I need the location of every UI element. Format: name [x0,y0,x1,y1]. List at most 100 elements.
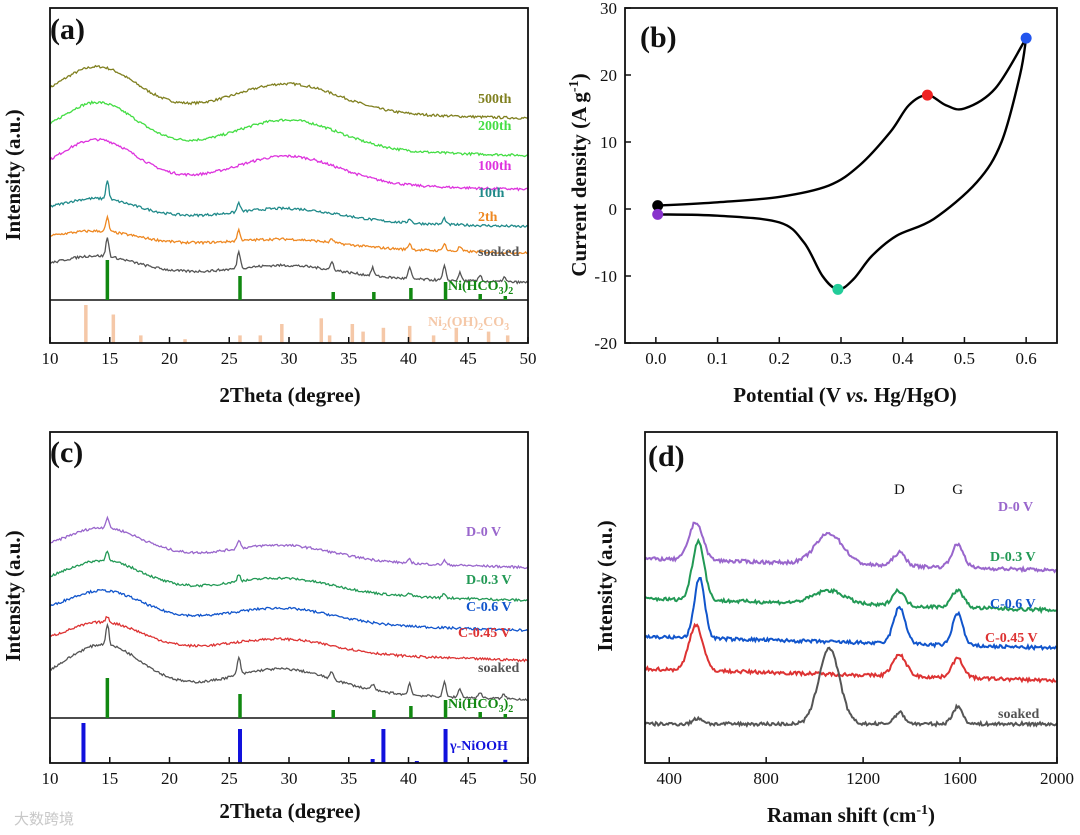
panel-c-series-d-0-3-v [49,550,529,603]
panel-c-nihco3-ref-stick [443,700,448,718]
panel-a-label-2th: 2th [478,210,498,225]
panel-a-nihco3-ref-stick [409,288,413,300]
panel-a-ni2oh-ref-stick [431,335,436,343]
panel-d-series-d-0-3-v [644,537,1058,615]
panel-b-xtick-label: 0.2 [769,349,790,368]
panel-a-nihco3-ref-stick [331,292,335,300]
panel-a-nihco3-ref-stick [105,260,110,300]
panel-a-ref2-label: Ni2(OH)2CO3 [428,315,509,333]
panel-a-series-100th [49,137,529,192]
panel-d-xtick-label: 1600 [943,769,977,788]
panel-a-ni2oh-ref-stick [84,305,88,343]
panel-c-ref1-label: Ni(HCO3)2 [448,697,513,715]
panel-a-series-soaked [49,237,529,285]
panel-a-nihco3-ref-stick [238,276,242,300]
panel-c-label-d-0-v: D-0 V [466,525,501,540]
panel-c-xlabel: 2Theta (degree) [219,799,360,823]
panel-a-xtick-label: 35 [340,349,357,368]
panel-c-series-c-0-6-v [49,588,529,633]
panel-c-nooh-ref-stick [381,729,386,763]
panel-c-ylabel: Intensity (a.u.) [1,530,25,661]
panel-c-series-c-0-45-v [49,615,529,663]
panel-c-nooh-ref-stick [370,759,375,763]
panel-c-xtick-label: 20 [161,769,178,788]
panel-d-series-c-0-45-v [644,622,1058,684]
panel-c-xtick-label: 35 [340,769,357,788]
panel-a-series-2th [49,214,529,255]
panel-a-ni2oh-ref-stick [505,335,510,343]
panel-d-label-c-0-6-v: C-0.6 V [990,597,1036,612]
panel-c-nihco3-ref-stick [409,706,413,718]
panel-a-ni2oh-ref-stick [111,314,116,343]
panel-a-ni2oh-ref-stick [238,335,242,343]
panel-a-ni2oh-ref-stick [319,318,324,343]
panel-c-label-soaked: soaked [478,661,519,676]
panel-d-label-soaked: soaked [998,707,1039,722]
panel-d-peak-D: D [894,482,905,498]
panel-d-xlabel: Raman shift (cm-1) [767,803,935,827]
panel-c-nihco3-ref-stick [503,714,508,718]
panel-a-series-200th [49,100,529,158]
panel-c-nooh-ref-stick [238,729,243,763]
panel-c-label-c-0-6-v: C-0.6 V [466,600,512,615]
panel-a-xtick-label: 30 [281,349,298,368]
panel-a-xtick-label: 10 [42,349,59,368]
panel-b-ytick-label: 10 [600,133,617,152]
panel-d-xtick-label: 800 [753,769,779,788]
panel-a-xtick-label: 45 [460,349,477,368]
panel-a-label-500th: 500th [478,92,512,107]
panel-d-label-d-0-v: D-0 V [998,500,1033,515]
panel-b-xlabel: Potential (V vs. Hg/HgO) [733,383,957,407]
panel-a-xtick-label: 50 [520,349,537,368]
panel-a-nihco3-ref-stick [503,296,508,300]
panel-a-series-10th [49,180,529,229]
panel-a-xtick-label: 15 [101,349,118,368]
panel-c-xtick-label: 40 [400,769,417,788]
panel-b-ylabel: Current density (A g-1) [567,73,591,276]
panel-a-label-10th: 10th [478,186,505,201]
panel-a-ni2oh-ref-stick [139,335,143,343]
panel-c-nihco3-ref-stick [105,678,110,718]
panel-d-peak-G: G [952,482,963,498]
panel-b-xtick-label: 0.0 [645,349,666,368]
panel-a-xlabel: 2Theta (degree) [219,383,360,407]
panel-c-nihco3-ref-stick [238,694,242,718]
panel-a-ni2oh-ref-stick [454,327,459,343]
panel-b-ytick-label: 0 [609,200,618,219]
panel-a-ni2oh-ref-stick [327,335,332,343]
panel-c-xtick-label: 30 [281,769,298,788]
panel-a-ni2oh-ref-stick [350,324,355,343]
panel-c-nihco3-ref-stick [372,710,376,718]
panel-c-xtick-label: 25 [221,769,238,788]
panel-d-series-soaked [644,646,1058,728]
panel-d-series-c-0-6-v [644,577,1058,652]
panel-c-label-c-0-45-v: C-0.45 V [458,626,511,641]
panel-c-nihco3-ref-stick [478,712,482,718]
panel-b-marker-1 [652,208,664,220]
watermark-text: 大数跨境 [14,810,74,828]
panel-a-label-soaked: soaked [478,245,519,260]
panel-a-ni2oh-ref-stick [407,325,412,343]
panel-a-ylabel: Intensity (a.u.) [1,109,25,240]
panel-d-series-d-0-v [644,521,1058,574]
panel-d-ylabel: Intensity (a.u.) [593,520,617,651]
panel-c-xtick-label: 45 [460,769,477,788]
panel-b-marker-4 [832,283,844,295]
panel-c-xtick-label: 50 [520,769,537,788]
panel-a-label-100th: 100th [478,159,512,174]
panel-a-ni2oh-ref-stick [258,335,263,343]
panel-a-nihco3-ref-stick [443,282,448,300]
panel-b-xtick-label: 0.4 [892,349,914,368]
panel-a-ni2oh-ref-stick [381,327,386,343]
panel-b-xtick-label: 0.5 [954,349,975,368]
panel-b-marker-0 [652,200,664,212]
panel-b-cv-anodic [657,37,1028,207]
panel-a-label-200th: 200th [478,119,512,134]
panel-c-xtick-label: 15 [101,769,118,788]
panel-b-ytick-label: 20 [600,66,617,85]
panel-c-nihco3-ref-stick [331,710,335,718]
panel-d-frame [644,431,1058,764]
panel-a-ni2oh-ref-stick [486,331,491,343]
panel-c-nooh-ref-stick [81,723,86,763]
